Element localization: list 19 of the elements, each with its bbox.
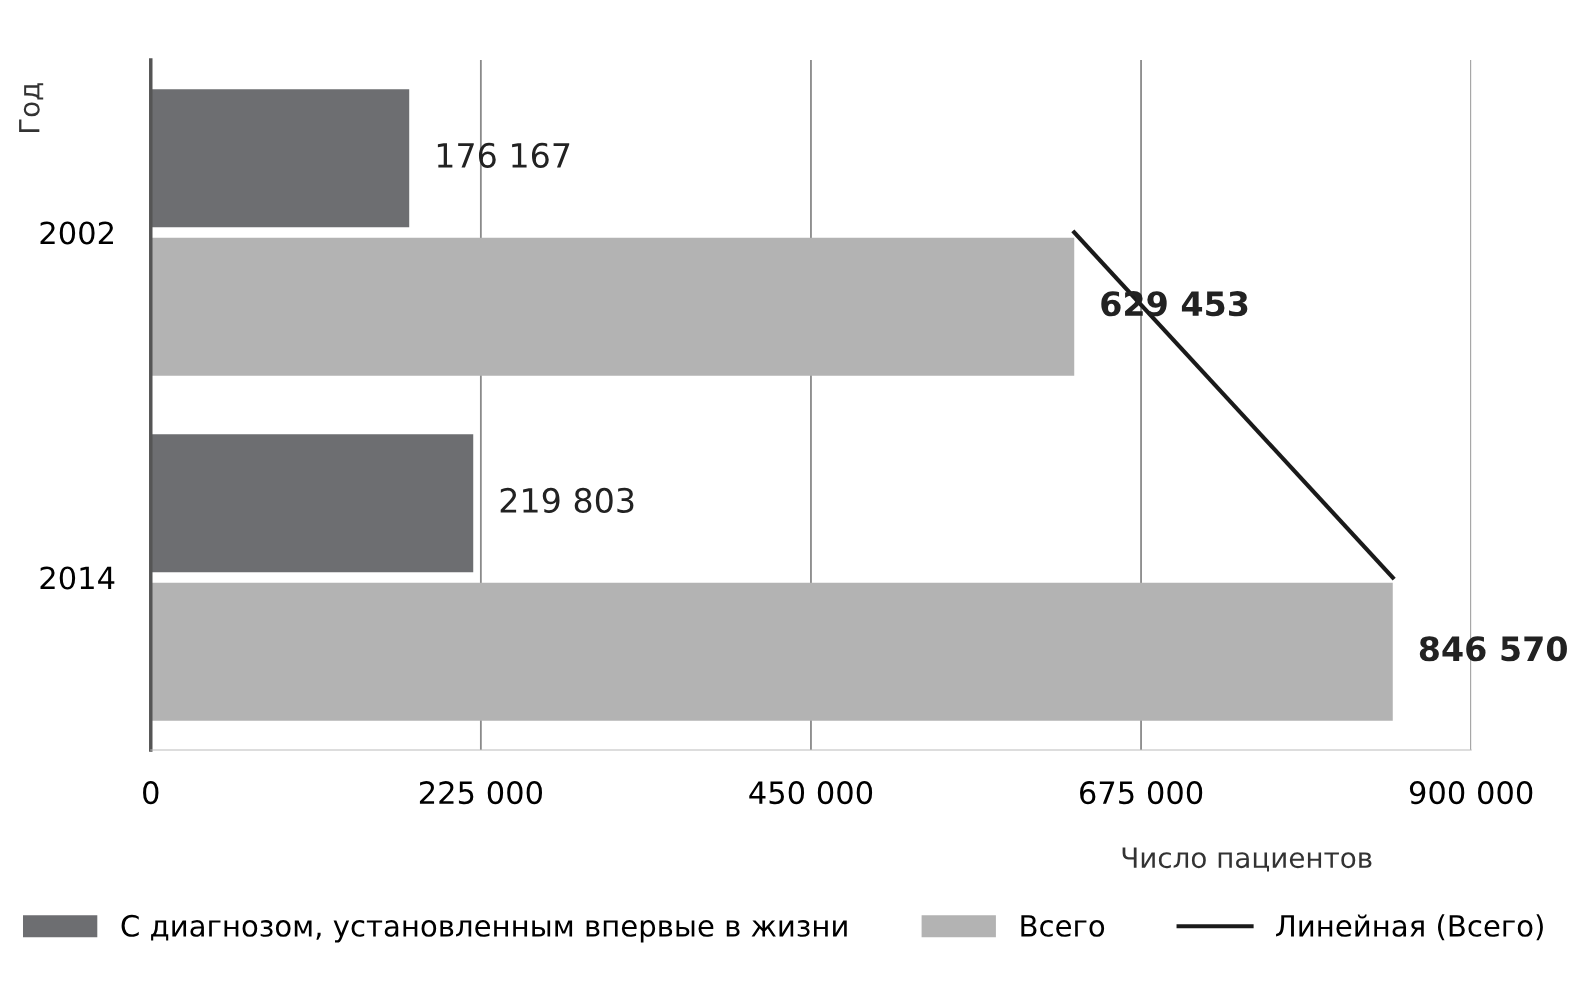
legend-label: С диагнозом, установленным впервые в жизни — [121, 914, 847, 943]
data-label: 176 167 — [437, 142, 570, 168]
bar — [150, 434, 474, 573]
bar — [150, 582, 1393, 721]
legend-label: Линейная (Всего) — [1276, 914, 1543, 941]
y-tick-label: 2002 — [40, 221, 113, 245]
y-tick-label: 2014 — [40, 566, 115, 590]
x-tick-label: 0 — [143, 781, 159, 805]
bar — [150, 89, 410, 228]
x-axis-title: Число пациентов — [1122, 847, 1372, 872]
data-label: 846 570 — [1419, 636, 1567, 662]
bar — [150, 237, 1075, 376]
data-label: 219 803 — [500, 487, 634, 513]
y-axis-title: Год — [19, 83, 44, 133]
x-tick-label: 675 000 — [1080, 781, 1203, 805]
x-tick-label: 450 000 — [749, 781, 873, 805]
legend-label: Всего — [1021, 915, 1105, 937]
x-tick-label: 900 000 — [1409, 781, 1533, 805]
x-tick-label: 225 000 — [419, 781, 543, 805]
